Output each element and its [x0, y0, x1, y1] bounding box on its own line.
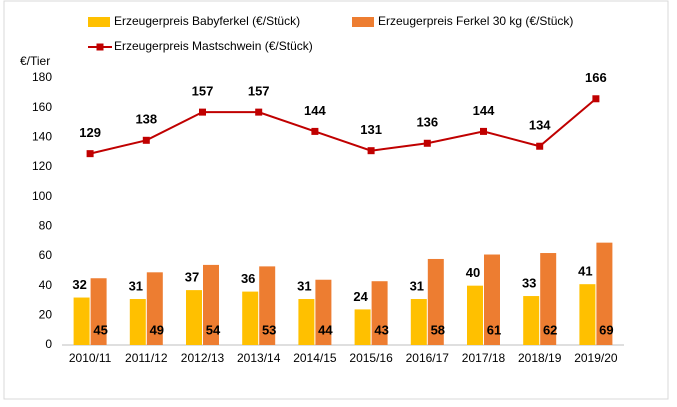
- x-tick-label: 2016/17: [406, 351, 450, 365]
- value-label: 58: [431, 322, 445, 337]
- value-label: 33: [522, 275, 536, 290]
- value-label: 144: [473, 103, 495, 118]
- bar: [484, 254, 500, 345]
- chart-frame: [3, 0, 669, 400]
- legend-label: Erzeugerpreis Babyferkel (€/Stück): [114, 14, 300, 28]
- line-marker: [311, 127, 319, 135]
- x-tick-label: 2014/15: [293, 351, 337, 365]
- bar: [596, 242, 613, 345]
- y-tick-label: 20: [39, 308, 53, 322]
- bar: [427, 258, 444, 345]
- line-marker: [536, 142, 544, 150]
- legend-label: Erzeugerpreis Ferkel 30 kg (€/Stück): [378, 14, 573, 28]
- bar: [90, 278, 107, 345]
- value-label: 166: [585, 70, 607, 85]
- bar: [73, 297, 90, 345]
- y-tick-label: 60: [39, 248, 53, 262]
- value-label: 24: [353, 289, 368, 304]
- bar: [129, 299, 146, 345]
- value-label: 157: [192, 84, 214, 99]
- legend-swatch: [352, 17, 374, 27]
- x-tick-label: 2018/19: [518, 351, 562, 365]
- value-label: 136: [416, 115, 438, 130]
- value-label: 40: [466, 265, 480, 280]
- value-label: 45: [93, 322, 107, 337]
- x-tick-label: 2015/16: [349, 351, 393, 365]
- value-label: 37: [185, 270, 199, 285]
- line-marker: [480, 127, 487, 135]
- bar: [203, 264, 219, 345]
- bar: [298, 299, 315, 345]
- line-marker: [423, 139, 431, 147]
- x-tick-label: 2010/11: [69, 351, 112, 365]
- value-label: 131: [360, 122, 382, 137]
- value-label: 61: [487, 322, 501, 337]
- x-tick-label: 2011/12: [125, 351, 168, 365]
- bar: [579, 284, 596, 345]
- line-marker: [142, 136, 150, 144]
- bar: [242, 291, 259, 345]
- line-marker: [86, 150, 94, 158]
- value-label: 157: [248, 84, 270, 99]
- y-axis-label: €/Tier: [20, 54, 50, 68]
- bar: [523, 296, 540, 345]
- value-label: 134: [529, 118, 551, 133]
- line: [89, 98, 597, 155]
- value-label: 69: [599, 322, 613, 337]
- bar: [410, 299, 427, 345]
- legend-label: Erzeugerpreis Mastschwein (€/Stück): [114, 39, 313, 53]
- bar: [467, 285, 483, 345]
- value-label: 54: [206, 322, 221, 337]
- legend-swatch: [96, 43, 104, 51]
- y-tick-label: 0: [45, 337, 52, 351]
- value-label: 41: [578, 264, 592, 279]
- value-label: 44: [318, 322, 333, 337]
- value-label: 36: [241, 271, 255, 286]
- bar: [354, 309, 371, 345]
- x-tick-label: 2017/18: [462, 351, 506, 365]
- bar: [259, 266, 276, 345]
- x-tick-label: 2013/14: [237, 351, 281, 365]
- line-marker: [199, 108, 206, 116]
- bar: [371, 281, 388, 345]
- value-label: 144: [304, 103, 326, 118]
- y-tick-label: 120: [32, 159, 52, 173]
- value-label: 32: [72, 277, 86, 292]
- y-tick-label: 160: [32, 100, 52, 114]
- x-tick-label: 2019/20: [574, 351, 618, 365]
- value-label: 49: [150, 322, 164, 337]
- bar: [540, 253, 557, 345]
- line-marker: [592, 95, 600, 103]
- bar: [315, 279, 332, 345]
- y-tick-label: 100: [32, 189, 52, 203]
- y-tick-label: 80: [39, 219, 53, 233]
- y-tick-label: 40: [39, 278, 53, 292]
- value-label: 53: [262, 322, 276, 337]
- value-label: 138: [135, 112, 157, 127]
- y-tick-label: 140: [32, 130, 52, 144]
- legend-swatch: [88, 17, 110, 27]
- value-label: 43: [374, 322, 388, 337]
- value-label: 129: [79, 125, 101, 140]
- line-marker: [367, 147, 375, 155]
- value-label: 62: [543, 322, 557, 337]
- line-marker: [255, 108, 263, 116]
- value-label: 31: [410, 278, 424, 293]
- bar: [146, 272, 163, 345]
- value-label: 31: [129, 278, 143, 293]
- value-label: 31: [297, 278, 311, 293]
- y-tick-label: 180: [32, 70, 52, 84]
- bar: [186, 290, 202, 345]
- x-tick-label: 2012/13: [181, 351, 225, 365]
